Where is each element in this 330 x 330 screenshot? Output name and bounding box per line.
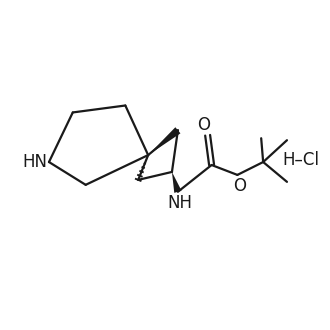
Text: O: O [197,116,210,134]
Text: O: O [233,177,246,195]
Text: NH: NH [167,194,192,212]
Text: HN: HN [22,153,48,171]
Text: H–Cl: H–Cl [282,151,319,169]
Polygon shape [172,172,182,193]
Polygon shape [148,127,181,155]
